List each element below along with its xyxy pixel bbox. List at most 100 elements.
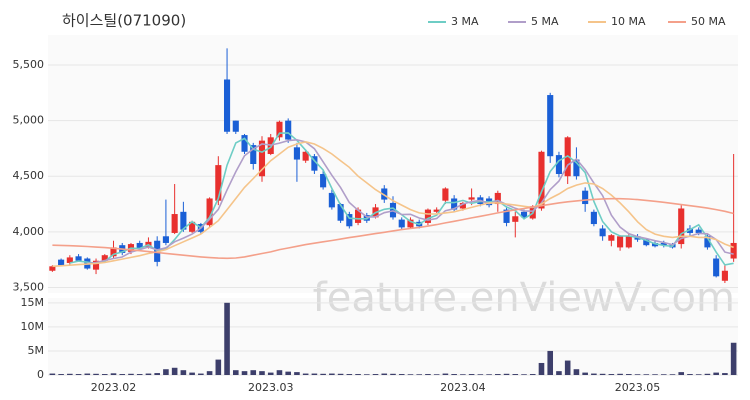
candle-body: [346, 214, 353, 227]
volume-bar: [311, 373, 318, 375]
candle-body: [162, 236, 169, 243]
candle-body: [695, 229, 702, 233]
y-tick-label: 3,500: [13, 280, 45, 293]
volume-bar: [695, 374, 702, 375]
candle-body: [75, 256, 82, 261]
volume-bar: [320, 373, 326, 375]
volume-bar: [67, 373, 73, 375]
volume-bar: [538, 362, 545, 375]
volume-bar: [678, 372, 685, 375]
candle-body: [293, 147, 300, 160]
volume-bar: [58, 374, 64, 375]
candle-body: [320, 174, 327, 188]
candle-body: [459, 202, 466, 209]
volume-bar: [224, 302, 230, 375]
candle-body: [555, 155, 563, 175]
volume-bar: [75, 374, 82, 375]
volume-bar: [346, 374, 353, 375]
volume-bar: [416, 374, 422, 375]
volume-bar: [372, 374, 379, 375]
volume-bar: [573, 369, 580, 375]
legend-label: 3 MA: [451, 15, 479, 28]
volume-bar: [267, 372, 274, 375]
candle-body: [285, 120, 292, 140]
candle-body: [66, 257, 73, 263]
volume-bar: [232, 370, 239, 375]
volume-bar: [521, 374, 527, 375]
legend-label: 5 MA: [531, 15, 559, 28]
candle-body: [503, 209, 510, 223]
volume-bar: [425, 374, 431, 375]
x-tick-label: 2023.05: [615, 381, 661, 394]
price-plot-area: [48, 35, 738, 293]
volume-bar: [241, 371, 248, 375]
volume-bar: [512, 374, 519, 375]
candle-body: [355, 209, 362, 223]
volume-bar: [337, 373, 344, 375]
volume-bar: [329, 373, 335, 375]
volume-bar: [591, 373, 597, 375]
candle-body: [232, 120, 239, 132]
volume-bar: [250, 370, 257, 375]
candle-body: [250, 145, 257, 164]
candle-body: [258, 140, 266, 177]
candle-body: [651, 242, 659, 247]
volume-bar: [407, 374, 414, 375]
candle-body: [180, 211, 187, 230]
ma-line: [87, 138, 734, 265]
volume-bar: [101, 374, 108, 375]
candle-body: [206, 198, 213, 226]
volume-bar: [276, 370, 283, 375]
volume-bar: [128, 373, 134, 375]
y-tick-label: 5,000: [13, 114, 45, 127]
volume-bar: [451, 374, 457, 375]
volume-bar: [503, 373, 510, 375]
y-tick-label: 0: [37, 368, 44, 381]
volume-bar: [189, 372, 195, 375]
candle-body: [189, 221, 196, 232]
volume-bar: [398, 374, 405, 375]
volume-bar: [486, 374, 492, 375]
candle-body: [704, 236, 711, 248]
candle-body: [678, 208, 685, 245]
volume-bar: [652, 374, 658, 375]
candle-body: [713, 258, 720, 277]
volume-bar: [294, 372, 300, 375]
volume-bar: [704, 373, 711, 375]
volume-bar: [556, 371, 562, 375]
volume-bar: [442, 373, 449, 375]
candle-body: [171, 214, 178, 233]
candle-body: [311, 156, 318, 171]
x-tick-label: 2023.02: [91, 381, 137, 394]
candle-body: [215, 165, 222, 201]
candle-body: [241, 135, 248, 152]
volume-bar: [433, 374, 440, 375]
volume-bar: [302, 373, 309, 375]
candle-body: [223, 79, 231, 132]
candle-body: [451, 198, 458, 210]
volume-bar: [119, 374, 126, 375]
volume-bar: [171, 367, 178, 375]
candle-body: [494, 192, 501, 205]
volume-plot-area: [48, 298, 738, 375]
volume-bar: [285, 371, 291, 375]
volume-bar: [617, 373, 623, 375]
candle-body: [442, 188, 449, 201]
y-tick-label: 5,500: [13, 58, 45, 71]
candle-body: [49, 266, 56, 271]
volume-bar: [154, 373, 160, 375]
candle-body: [590, 211, 597, 225]
volume-bar: [355, 374, 361, 375]
candle-body: [660, 242, 667, 246]
volume-bar: [364, 374, 370, 375]
volume-bar: [110, 373, 117, 375]
y-tick-label: 5M: [28, 344, 45, 357]
watermark: feature.enViewV.com: [313, 275, 735, 321]
volume-bar: [669, 374, 676, 375]
chart-title: 하이스틸(071090): [62, 12, 186, 30]
candle-body: [625, 236, 632, 248]
volume-bar: [722, 373, 728, 375]
candle-body: [424, 209, 431, 223]
volume-bar: [163, 369, 169, 375]
volume-bar: [582, 372, 588, 375]
